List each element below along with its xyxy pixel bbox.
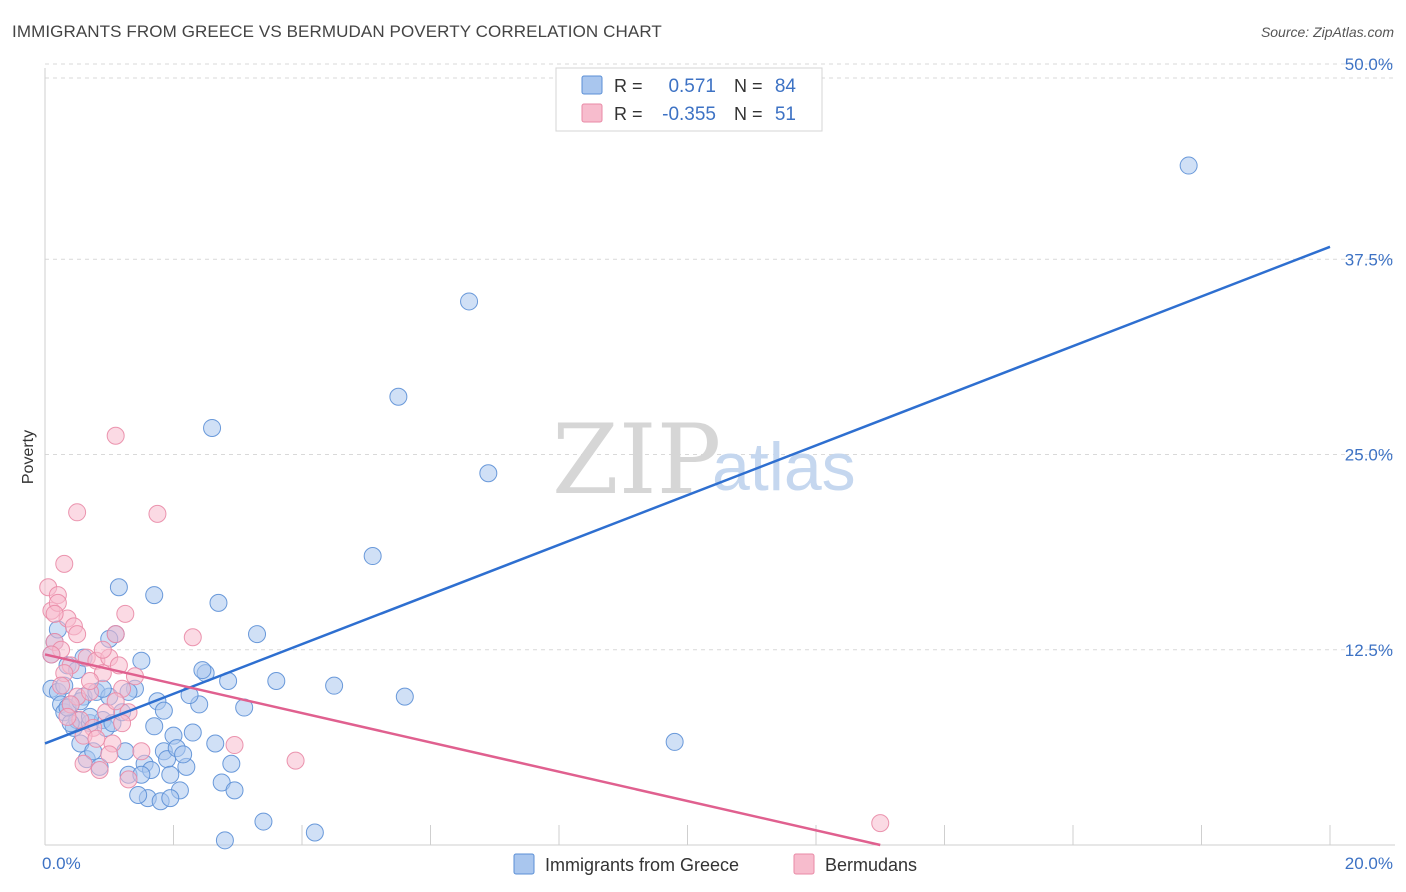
series-legend: Immigrants from Greece Bermudans	[513, 853, 917, 875]
bermudans-point-31	[286, 751, 305, 770]
bermudans-point-47	[132, 742, 151, 761]
bermudans-point-29	[183, 628, 202, 647]
greece-point-20	[109, 578, 128, 597]
bermudans-point-43	[106, 692, 125, 711]
bermudans-point-5	[55, 554, 74, 573]
greece-point-48	[222, 754, 241, 773]
legend-swatch-greece	[581, 75, 603, 95]
trend-line-greece	[44, 245, 1331, 745]
greece-point-55	[325, 676, 344, 695]
source-label: Source: ZipAtlas.com	[1260, 24, 1394, 40]
bottom-legend-label-bermudans: Bermudans	[825, 855, 917, 875]
legend-n-value-greece: 84	[775, 76, 797, 97]
bermudans-point-24	[116, 604, 135, 623]
greece-point-44	[209, 593, 228, 612]
chart-title: IMMIGRANTS FROM GREECE VS BERMUDAN POVER…	[12, 22, 662, 41]
bermudans-point-27	[68, 503, 87, 522]
bermudans-point-30	[225, 736, 244, 755]
correlation-legend: R = 0.571 N = 84 R = -0.355 N = 51	[555, 67, 823, 132]
y-tick-label-2: 37.5%	[1345, 250, 1393, 269]
legend-r-value-greece: 0.571	[668, 76, 716, 97]
greece-point-56	[363, 547, 382, 566]
gridlines	[45, 63, 1395, 651]
bottom-legend-label-greece: Immigrants from Greece	[545, 855, 739, 875]
greece-point-54	[305, 823, 324, 842]
bermudans-point-50	[58, 707, 77, 726]
greece-point-34	[161, 765, 180, 784]
greece-point-61	[665, 732, 684, 751]
bermudans-point-28	[148, 504, 167, 523]
bermudans-point-37	[68, 625, 87, 644]
greece-point-53	[267, 671, 286, 690]
legend-n-label-bermudans: N =	[734, 104, 763, 124]
x-tick-label-min: 0.0%	[42, 854, 81, 873]
greece-point-42	[203, 418, 222, 437]
greece-point-29	[145, 586, 164, 605]
legend-n-value-bermudans: 51	[775, 104, 796, 125]
greece-point-60	[479, 464, 498, 483]
bermudans-point-49	[52, 676, 71, 695]
legend-n-label-greece: N =	[734, 76, 763, 96]
greece-point-79	[193, 661, 212, 680]
legend-r-value-bermudans: -0.355	[662, 104, 716, 125]
greece-point-77	[174, 745, 193, 764]
greece-point-59	[460, 292, 479, 311]
y-tick-label-1: 25.0%	[1345, 446, 1393, 465]
greece-point-51	[248, 625, 267, 644]
bermudans-point-16	[90, 761, 109, 780]
legend-r-label-greece: R =	[614, 76, 643, 96]
greece-point-25	[132, 651, 151, 670]
greece-point-62	[1179, 156, 1198, 175]
bermudans-point-48	[45, 604, 64, 623]
y-axis-label: Poverty	[20, 430, 37, 484]
bermudans-point-45	[119, 770, 138, 789]
bermudans-point-42	[100, 745, 119, 764]
greece-point-58	[395, 687, 414, 706]
greece-point-43	[206, 734, 225, 753]
bermudans-point-39	[80, 671, 99, 690]
legend-r-label-bermudans: R =	[614, 104, 643, 124]
greece-point-76	[154, 701, 173, 720]
y-tick-label-3: 50.0%	[1345, 55, 1393, 74]
bermudans-point-21	[106, 625, 125, 644]
x-tick-label-max: 20.0%	[1345, 854, 1393, 873]
y-tick-labels: 12.5% 25.0% 37.5% 50.0%	[1345, 55, 1393, 660]
watermark-zip: ZIP	[552, 404, 721, 516]
y-tick-label-0: 12.5%	[1345, 641, 1393, 660]
greece-point-57	[389, 387, 408, 406]
bermudans-point-26	[106, 426, 125, 445]
legend-swatch-bermudans	[581, 103, 603, 123]
greece-point-49	[225, 781, 244, 800]
watermark-atlas: atlas	[712, 429, 856, 505]
greece-point-83	[161, 789, 180, 808]
series-bermudans-points	[39, 426, 890, 833]
greece-point-39	[183, 723, 202, 742]
bottom-legend-swatch-greece	[513, 853, 535, 875]
greece-point-46	[215, 831, 234, 850]
bermudans-point-11	[74, 754, 93, 773]
greece-point-75	[145, 717, 164, 736]
greece-point-52	[254, 812, 273, 831]
bermudans-point-40	[87, 729, 106, 748]
bermudans-point-33	[42, 645, 61, 664]
bottom-legend-swatch-bermudans	[793, 853, 815, 875]
trend-line-bermudans	[44, 653, 881, 847]
bermudans-point-32	[871, 814, 890, 833]
greece-point-73	[129, 786, 148, 805]
bermudans-point-41	[93, 640, 112, 659]
x-tick-marks	[173, 825, 1331, 845]
